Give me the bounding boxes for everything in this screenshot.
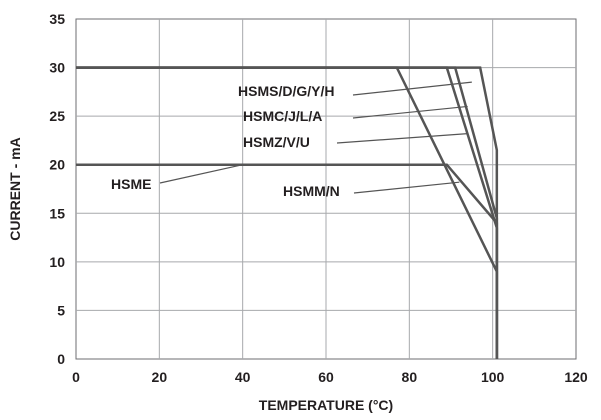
y-axis-title: CURRENT - mA xyxy=(7,137,23,240)
x-axis-title: TEMPERATURE (°C) xyxy=(259,397,393,413)
series-label: HSMS/D/G/Y/H xyxy=(238,83,334,99)
y-tick-label: 5 xyxy=(57,302,65,318)
x-tick-label: 60 xyxy=(318,369,334,385)
leader-line xyxy=(352,81,472,96)
leader-lines xyxy=(159,81,472,194)
tick-labels: 0 20 40 60 80 100 120 0 5 10 15 20 25 30 35 xyxy=(49,11,587,385)
series-labels: HSMS/D/G/Y/H HSMC/J/L/A HSMZ/V/U HSMM/N HSME xyxy=(111,83,340,199)
series-label: HSMC/J/L/A xyxy=(243,108,322,124)
y-tick-label: 25 xyxy=(49,108,65,124)
y-tick-label: 0 xyxy=(57,351,65,367)
series-label: HSME xyxy=(111,176,151,192)
leader-line xyxy=(352,105,468,119)
leader-line xyxy=(159,164,243,184)
y-tick-label: 20 xyxy=(49,157,65,173)
y-tick-label: 10 xyxy=(49,254,65,270)
y-tick-label: 15 xyxy=(49,205,65,221)
x-tick-label: 0 xyxy=(72,369,80,385)
x-tick-label: 100 xyxy=(481,369,505,385)
series-line xyxy=(76,163,499,359)
series-lines xyxy=(76,66,499,359)
y-tick-label: 30 xyxy=(49,60,65,76)
leader-line xyxy=(336,133,468,144)
y-tick-label: 35 xyxy=(49,11,65,27)
series-label: HSMM/N xyxy=(283,183,340,199)
x-tick-label: 120 xyxy=(564,369,588,385)
x-tick-label: 40 xyxy=(235,369,251,385)
series-label: HSMZ/V/U xyxy=(243,134,310,150)
x-tick-label: 80 xyxy=(402,369,418,385)
x-tick-label: 20 xyxy=(152,369,168,385)
leader-line xyxy=(353,181,460,194)
